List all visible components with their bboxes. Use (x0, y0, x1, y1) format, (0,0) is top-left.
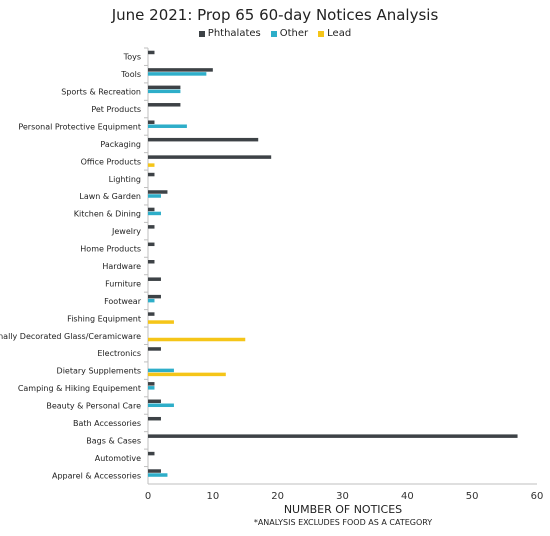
x-tick-label: 40 (401, 491, 414, 502)
bar-phthalates (148, 399, 161, 404)
y-tick-label: Packaging (100, 140, 141, 149)
y-tick-label: Lighting (109, 175, 141, 184)
x-axis-label: NUMBER OF NOTICES (283, 503, 403, 516)
bar-phthalates (148, 137, 259, 142)
y-tick-label: Pet Products (91, 105, 141, 114)
bar-phthalates (148, 242, 155, 247)
bar-phthalates (148, 312, 155, 316)
bar-lead (148, 320, 174, 324)
x-tick-label: 50 (466, 491, 479, 502)
bar-other (148, 386, 155, 390)
bar-phthalates (148, 68, 213, 72)
y-tick-label: Home Products (80, 245, 141, 254)
bar-other (148, 124, 187, 128)
bar-other (148, 403, 174, 408)
legend-item-other: Other (270, 28, 309, 39)
x-tick-label: 10 (206, 491, 219, 502)
chart-note: *ANALYSIS EXCLUDES FOOD AS A CATEGORY (253, 518, 433, 527)
legend-label-other: Other (279, 28, 309, 39)
bar-other (148, 368, 174, 373)
x-tick-label: 0 (145, 491, 151, 502)
bar-phthalates (148, 50, 155, 55)
bar-other (148, 211, 161, 216)
bar-other (148, 298, 155, 303)
y-tick-label: Footwear (104, 297, 142, 306)
bar-phthalates (148, 103, 181, 107)
bar-phthalates (148, 260, 155, 264)
y-tick-label: Jewelry (111, 227, 141, 236)
x-tick-label: 60 (531, 491, 544, 502)
legend-item-lead: Lead (318, 28, 351, 39)
bar-phthalates (148, 120, 155, 124)
chart-title: June 2021: Prop 65 60-day Notices Analys… (111, 6, 439, 24)
bar-lead (148, 372, 226, 377)
y-tick-label: Fishing Equipment (67, 314, 141, 323)
bar-other (148, 194, 161, 198)
y-tick-label: Externally Decorated Glass/Ceramicware (0, 332, 141, 341)
y-tick-label: Sports & Recreation (61, 88, 141, 97)
x-tick-label: 20 (271, 491, 284, 502)
bar-other (148, 89, 181, 94)
bar-phthalates (148, 434, 518, 438)
legend: Phthalates Other Lead (0, 28, 550, 39)
y-tick-label: Beauty & Personal Care (46, 402, 141, 411)
bar-phthalates (148, 225, 155, 229)
y-tick-label: Furniture (105, 279, 141, 288)
bar-phthalates (148, 85, 181, 90)
y-tick-label: Camping & Hiking Equipement (18, 384, 141, 393)
legend-label-lead: Lead (327, 28, 352, 39)
bar-phthalates (148, 347, 161, 351)
legend-swatch-lead (318, 30, 325, 37)
legend-label-phthalates: Phthalates (207, 28, 261, 39)
y-tick-label: Lawn & Garden (79, 192, 141, 201)
y-tick-label: Kitchen & Dining (74, 210, 141, 219)
y-tick-label: Dietary Supplements (57, 367, 141, 376)
legend-swatch-other (270, 30, 277, 37)
bar-lead (148, 337, 246, 342)
y-tick-label: Electronics (97, 349, 141, 358)
bar-phthalates (148, 207, 155, 212)
legend-item-phthalates: Phthalates (198, 28, 261, 39)
y-tick-label: Apparel & Accessories (52, 471, 141, 480)
bar-phthalates (148, 416, 161, 421)
bar-phthalates (148, 277, 161, 281)
bar-other (148, 473, 168, 477)
bar-phthalates (148, 469, 161, 473)
bar-phthalates (148, 190, 168, 194)
bar-phthalates (148, 382, 155, 386)
y-tick-label: Bags & Cases (86, 436, 141, 445)
y-tick-label: Tools (120, 70, 141, 79)
bar-phthalates (148, 451, 155, 456)
bar-lead (148, 163, 155, 167)
y-tick-label: Office Products (81, 157, 141, 166)
y-tick-label: Automotive (95, 454, 141, 463)
x-tick-label: 30 (336, 491, 349, 502)
bar-phthalates (148, 294, 161, 299)
y-tick-label: Toys (123, 53, 141, 62)
y-tick-label: Bath Accessories (73, 419, 141, 428)
bar-other (148, 72, 207, 76)
y-tick-label: Hardware (102, 262, 141, 271)
y-tick-label: Personal Protective Equipment (18, 122, 141, 131)
bar-phthalates (148, 172, 155, 177)
bar-phthalates (148, 155, 272, 159)
legend-swatch-phthalates (198, 30, 205, 37)
